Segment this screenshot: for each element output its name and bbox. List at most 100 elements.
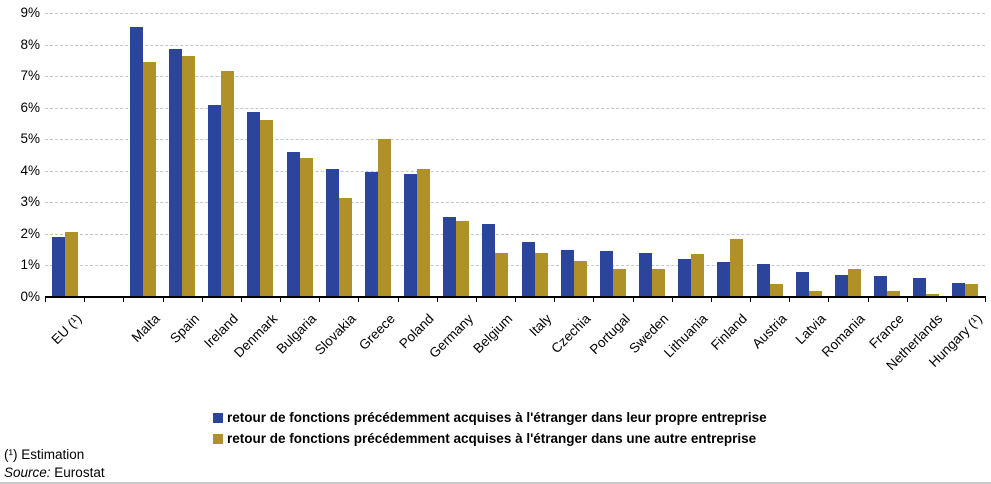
legend-swatch-other-enterprise-icon (213, 433, 223, 444)
x-axis-label-portugal: Portugal (586, 311, 633, 358)
axis-tick (280, 298, 281, 302)
axis-tick (907, 298, 908, 302)
x-axis-label-belgium: Belgium (469, 311, 516, 357)
bar-own-finland (717, 262, 730, 297)
bar-other-romania (848, 269, 861, 297)
axis-tick (476, 298, 477, 302)
axis-tick (868, 298, 869, 302)
bar-own-sweden (639, 253, 652, 297)
axis-tick (711, 298, 712, 302)
axis-tick (750, 298, 751, 302)
axis-tick (633, 298, 634, 302)
bar-own-malta (130, 27, 143, 297)
bar-other-netherlands (926, 294, 939, 297)
axis-tick (828, 298, 829, 302)
bar-other-france (887, 291, 900, 297)
gridline-6 (45, 107, 985, 109)
bar-own-spain (169, 49, 182, 297)
axis-tick (319, 298, 320, 302)
bar-own-eu (52, 237, 65, 297)
source-value: Eurostat (54, 465, 105, 480)
bar-own-poland (404, 174, 417, 297)
gridline-9 (45, 13, 985, 14)
y-axis-label-5: 5% (20, 131, 40, 147)
bar-own-czechia (561, 250, 574, 297)
legend-label-other-enterprise: retour de fonctions précédemment acquise… (227, 431, 757, 446)
gridline-2 (45, 233, 985, 235)
bar-own-latvia (796, 272, 809, 297)
bar-own-romania (835, 275, 848, 297)
x-axis-label-austria: Austria (748, 311, 790, 352)
x-axis-labels: EU (¹) Malta Spain Ireland Denmark Bulgaria Sl… (45, 303, 985, 403)
bar-own-ireland (208, 105, 221, 297)
source-label: Source: (4, 465, 51, 480)
x-axis-label-bulgaria: Bulgaria (273, 311, 320, 357)
gridline-1 (45, 265, 985, 267)
bar-other-lithuania (691, 254, 704, 297)
bar-own-netherlands (913, 278, 926, 297)
x-axis-label-eu: EU (¹) (48, 311, 85, 348)
axis-tick (985, 298, 986, 302)
bar-other-ireland (221, 71, 234, 297)
axis-tick (123, 298, 124, 302)
bar-own-france (874, 276, 887, 297)
y-axis-label-0: 0% (20, 289, 40, 304)
bar-other-portugal (613, 269, 626, 297)
x-axis-label-spain: Spain (166, 311, 202, 347)
legend: retour de fonctions précédemment acquise… (213, 407, 767, 449)
legend-label-own-enterprise: retour de fonctions précédemment acquise… (227, 410, 767, 425)
bar-own-portugal (600, 251, 613, 297)
bar-other-sweden (652, 269, 665, 297)
y-axis-label-8: 8% (20, 36, 40, 52)
axis-tick (515, 298, 516, 302)
axis-tick (593, 298, 594, 302)
axis-tick (554, 298, 555, 302)
bar-own-belgium (482, 224, 495, 297)
bar-other-malta (143, 62, 156, 297)
bar-other-austria (770, 284, 783, 297)
y-axis-label-4: 4% (20, 162, 40, 178)
bottom-divider (0, 482, 991, 484)
footnote-estimation: (¹) Estimation (4, 447, 85, 462)
bar-other-italy (535, 253, 548, 297)
y-axis-label-1: 1% (20, 257, 40, 273)
bar-own-slovakia (326, 169, 339, 297)
axis-tick (45, 298, 46, 302)
bar-other-bulgaria (300, 158, 313, 297)
bar-own-denmark (247, 112, 260, 297)
bar-other-slovakia (339, 198, 352, 297)
bar-own-italy (522, 242, 535, 297)
gridline-4 (45, 170, 985, 172)
x-axis-label-finland: Finland (708, 311, 751, 353)
y-axis-label-7: 7% (20, 68, 40, 84)
y-axis-label-9: 9% (20, 5, 40, 20)
gridline-8 (45, 44, 985, 46)
bar-own-bulgaria (287, 152, 300, 297)
legend-swatch-own-enterprise-icon (213, 412, 223, 423)
plot-area (45, 13, 985, 297)
footnote-source: Source: Eurostat (4, 465, 105, 480)
x-axis-label-slovakia: Slovakia (311, 311, 359, 358)
axis-tick (202, 298, 203, 302)
axis-tick (358, 298, 359, 302)
x-axis-label-latvia: Latvia (792, 311, 829, 348)
bar-own-lithuania (678, 259, 691, 297)
y-axis-label-2: 2% (20, 225, 40, 241)
bar-own-greece (365, 172, 378, 297)
axis-tick (946, 298, 947, 302)
axis-tick (789, 298, 790, 302)
x-axis-label-italy: Italy (526, 311, 555, 340)
bar-other-germany (456, 221, 469, 297)
axis-tick (241, 298, 242, 302)
x-axis-line (45, 296, 986, 298)
bar-other-belgium (495, 253, 508, 297)
bar-other-latvia (809, 291, 822, 297)
y-axis-label-6: 6% (20, 99, 40, 115)
x-axis-label-greece: Greece (355, 311, 398, 353)
axis-tick (672, 298, 673, 302)
axis-tick (398, 298, 399, 302)
y-axis-label-3: 3% (20, 194, 40, 210)
axis-tick (84, 298, 85, 302)
gridline-7 (45, 76, 985, 78)
